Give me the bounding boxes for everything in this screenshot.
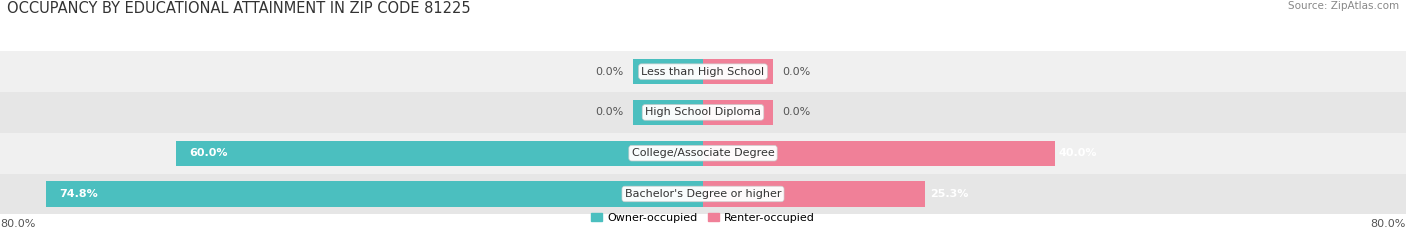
Legend: Owner-occupied, Renter-occupied: Owner-occupied, Renter-occupied — [586, 209, 820, 227]
Text: 80.0%: 80.0% — [0, 219, 35, 229]
Bar — [0, 133, 1406, 174]
Bar — [46, 181, 703, 207]
Text: 40.0%: 40.0% — [1059, 148, 1098, 158]
Text: 0.0%: 0.0% — [782, 107, 810, 117]
Text: 0.0%: 0.0% — [596, 107, 624, 117]
Text: 0.0%: 0.0% — [782, 67, 810, 77]
Bar — [703, 181, 925, 207]
Text: Source: ZipAtlas.com: Source: ZipAtlas.com — [1288, 1, 1399, 11]
Text: College/Associate Degree: College/Associate Degree — [631, 148, 775, 158]
Text: 60.0%: 60.0% — [188, 148, 228, 158]
Bar — [0, 92, 1406, 133]
Text: 0.0%: 0.0% — [596, 67, 624, 77]
Text: Bachelor's Degree or higher: Bachelor's Degree or higher — [624, 189, 782, 199]
Text: 25.3%: 25.3% — [929, 189, 969, 199]
Bar — [633, 59, 703, 84]
Bar — [176, 140, 703, 166]
Text: High School Diploma: High School Diploma — [645, 107, 761, 117]
Text: OCCUPANCY BY EDUCATIONAL ATTAINMENT IN ZIP CODE 81225: OCCUPANCY BY EDUCATIONAL ATTAINMENT IN Z… — [7, 1, 471, 16]
Bar — [633, 100, 703, 125]
Bar — [703, 100, 773, 125]
Bar — [0, 51, 1406, 92]
Bar — [0, 174, 1406, 214]
Text: 80.0%: 80.0% — [1371, 219, 1406, 229]
Bar — [703, 59, 773, 84]
Text: Less than High School: Less than High School — [641, 67, 765, 77]
Bar — [703, 140, 1054, 166]
Text: 74.8%: 74.8% — [59, 189, 97, 199]
